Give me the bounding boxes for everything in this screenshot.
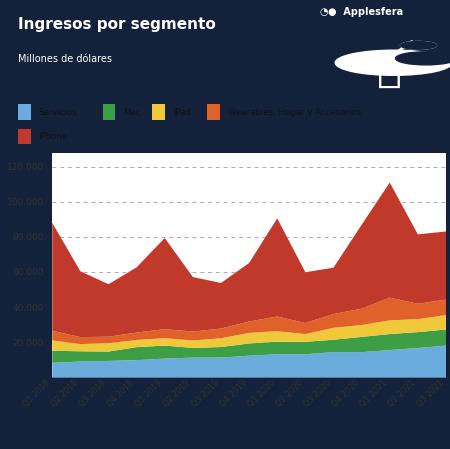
Text: iPhone: iPhone bbox=[39, 132, 68, 141]
Text: ●  Applesfera: ● Applesfera bbox=[328, 7, 404, 17]
FancyBboxPatch shape bbox=[103, 104, 115, 120]
Text: Millones de dólares: Millones de dólares bbox=[18, 54, 112, 64]
Circle shape bbox=[400, 41, 436, 49]
Text: Mac: Mac bbox=[123, 107, 141, 117]
Text: Wearables, Hogar y Accesorios: Wearables, Hogar y Accesorios bbox=[228, 107, 361, 117]
FancyBboxPatch shape bbox=[18, 128, 31, 144]
Circle shape bbox=[335, 50, 450, 75]
Circle shape bbox=[400, 41, 436, 49]
Text: ◔: ◔ bbox=[320, 7, 328, 17]
Text: :  bbox=[377, 48, 402, 90]
FancyBboxPatch shape bbox=[152, 104, 165, 120]
Text: iPad: iPad bbox=[173, 107, 191, 117]
FancyBboxPatch shape bbox=[207, 104, 220, 120]
Text: Servicios: Servicios bbox=[39, 107, 77, 117]
FancyBboxPatch shape bbox=[18, 104, 31, 120]
Text: Ingresos por segmento: Ingresos por segmento bbox=[18, 18, 216, 32]
Circle shape bbox=[396, 52, 450, 65]
